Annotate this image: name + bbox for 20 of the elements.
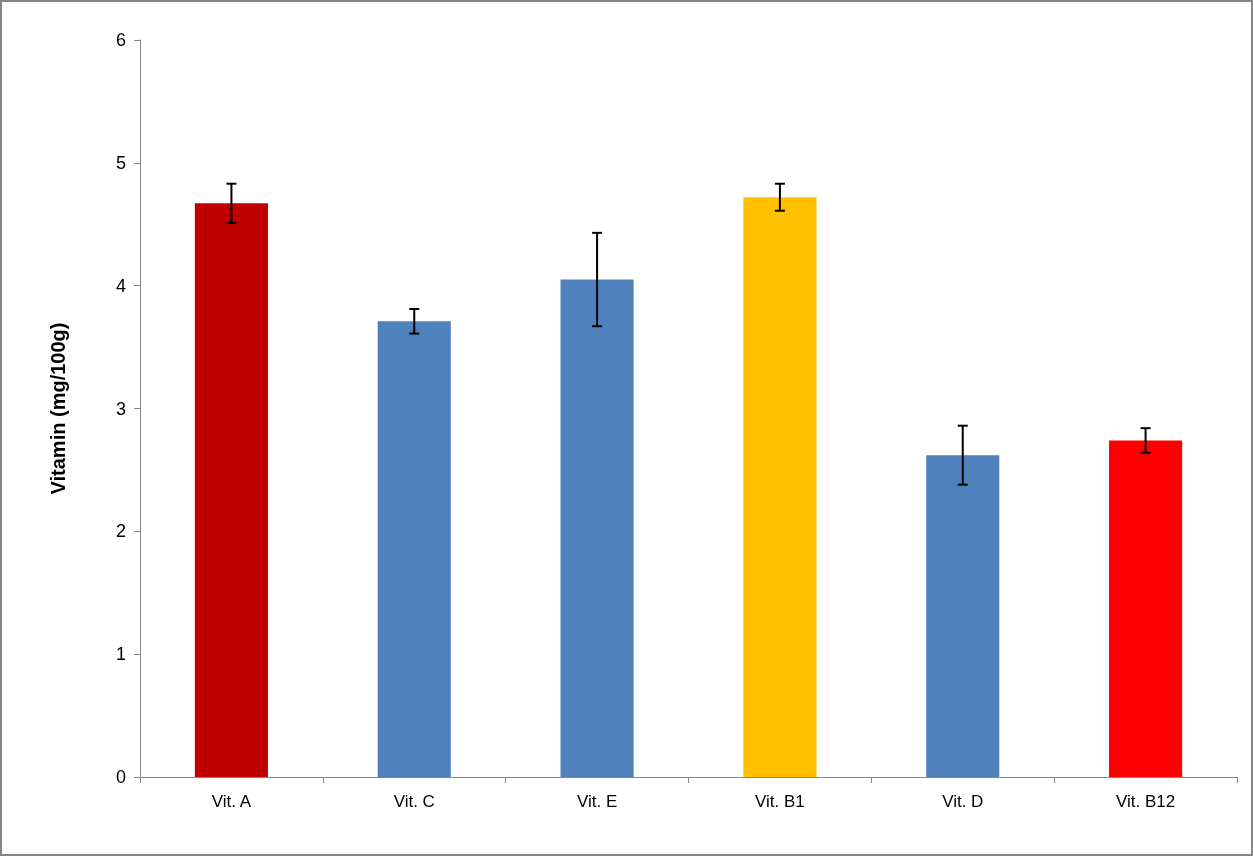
y-tick-label: 4 (115, 275, 126, 296)
bar (194, 203, 268, 777)
bar (560, 279, 634, 777)
x-tick-label: Vit. D (942, 792, 984, 811)
y-tick-label: 2 (115, 521, 126, 542)
x-tick-label: Vit. A (211, 792, 252, 811)
y-tick-label: 1 (115, 644, 126, 665)
y-axis-title: Vitamin (mg/100g) (47, 322, 69, 495)
x-tick-label: Vit. C (393, 792, 435, 811)
bar (743, 197, 817, 777)
x-tick-label: Vit. B12 (1115, 792, 1176, 811)
y-tick-label: 6 (115, 30, 126, 50)
x-tick-label: Vit. E (576, 792, 618, 811)
y-tick-label: 0 (115, 767, 126, 787)
bar (1109, 440, 1183, 777)
y-tick-label: 3 (115, 398, 126, 419)
bar (926, 455, 1000, 777)
x-tick-label: Vit. B1 (755, 792, 805, 811)
bar (377, 321, 451, 777)
y-tick-label: 5 (115, 152, 126, 173)
